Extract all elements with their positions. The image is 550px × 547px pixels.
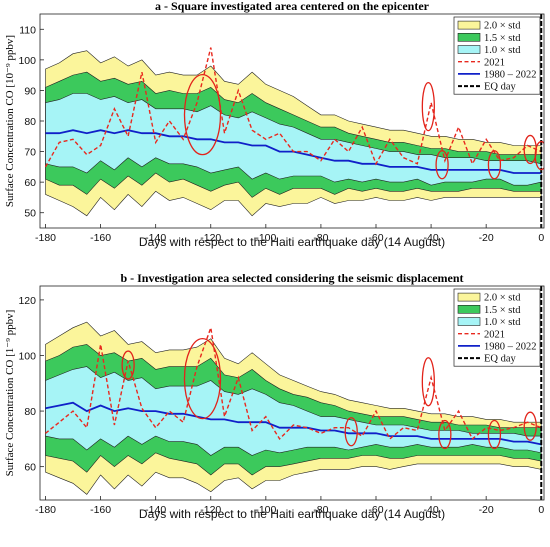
- highlight-ellipse: [487, 150, 502, 180]
- x-axis-label: Days with respect to the Haiti earthquak…: [139, 507, 445, 521]
- legend-label: 1.5 × std: [484, 33, 521, 44]
- highlight-ellipse: [438, 419, 452, 450]
- series-2021-line: [45, 327, 542, 441]
- chart-b-svg: b - Investigation area selected consider…: [4, 271, 545, 521]
- chart-title: b - Investigation area selected consider…: [120, 272, 463, 285]
- highlight-ellipse: [487, 419, 502, 450]
- series-mean-line: [45, 401, 542, 446]
- x-tick-label: -100: [255, 504, 276, 516]
- legend-label: 1980 – 2022: [484, 342, 537, 353]
- legend-box: [453, 16, 541, 95]
- x-tick-label: -140: [145, 504, 166, 516]
- y-tick-label: 80: [24, 116, 36, 128]
- legend-swatch: [457, 292, 481, 302]
- legend-label: 2021: [484, 329, 505, 340]
- y-tick-label: 100: [18, 55, 36, 67]
- legend-label: 2021: [484, 57, 505, 68]
- highlight-ellipse: [421, 357, 435, 407]
- y-axis-label: Surface Concentration CO [10⁻⁹ ppbv]: [4, 35, 16, 207]
- x-tick-label: -40: [423, 504, 438, 516]
- x-tick-label: -120: [200, 232, 221, 244]
- legend-swatch: [457, 20, 481, 30]
- x-tick-label: -160: [90, 232, 111, 244]
- x-tick-label: -80: [313, 504, 328, 516]
- y-tick-label: 60: [24, 462, 36, 474]
- chart-panel-a: a - Square investigated area centered on…: [0, 0, 550, 270]
- highlight-ellipse: [121, 350, 135, 380]
- y-tick-label: 110: [19, 24, 36, 36]
- x-tick-label: -140: [145, 232, 166, 244]
- highlight-ellipse: [421, 82, 435, 132]
- x-tick-label: -180: [35, 504, 56, 516]
- legend-box: [453, 288, 541, 367]
- highlight-ellipse: [523, 411, 537, 441]
- legend-label: EQ day: [484, 82, 517, 93]
- chart-a-svg: a - Square investigated area centered on…: [4, 0, 545, 249]
- plot-area: [45, 286, 543, 500]
- band-1std: [45, 366, 542, 456]
- series-2021-line: [44, 47, 542, 168]
- x-tick-label: -60: [368, 504, 383, 516]
- legend-label: 2.0 × std: [484, 293, 521, 304]
- x-tick-label: -60: [368, 232, 383, 244]
- legend-label: 1.0 × std: [484, 45, 521, 56]
- x-tick-label: -20: [479, 504, 494, 516]
- y-tick-label: 90: [24, 85, 36, 97]
- legend-swatch: [457, 32, 481, 42]
- chart-title: a - Square investigated area centered on…: [155, 0, 430, 13]
- legend-label: 1980 – 2022: [484, 70, 537, 81]
- y-tick-label: 120: [18, 295, 36, 307]
- x-tick-label: -180: [35, 232, 56, 244]
- x-axis-label: Days with respect to the Haiti earthquak…: [139, 235, 445, 249]
- y-axis-label: Surface Concentration CO [1⁻⁹ ppbv]: [4, 310, 16, 477]
- x-tick-label: -80: [313, 232, 328, 244]
- highlight-ellipse: [534, 140, 544, 171]
- legend-swatch: [457, 45, 481, 54]
- y-tick-label: 50: [24, 208, 36, 220]
- highlight-ellipse: [183, 337, 222, 420]
- y-tick-label: 100: [18, 350, 36, 362]
- legend-swatch: [457, 304, 481, 314]
- legend-label: EQ day: [484, 354, 517, 365]
- y-tick-label: 60: [24, 177, 36, 189]
- plot-frame: [39, 285, 545, 501]
- x-tick-label: 0: [538, 232, 544, 244]
- legend-label: 1.0 × std: [484, 317, 521, 328]
- y-tick-label: 80: [24, 406, 36, 418]
- x-tick-label: 0: [538, 504, 544, 516]
- legend-label: 1.5 × std: [484, 305, 521, 316]
- highlight-ellipse: [435, 150, 449, 180]
- x-tick-label: -40: [423, 232, 438, 244]
- chart-panel-b: b - Investigation area selected consider…: [0, 271, 550, 542]
- plot-area: [44, 14, 544, 228]
- highlight-ellipse: [344, 417, 358, 447]
- x-tick-label: -120: [200, 504, 221, 516]
- x-tick-label: -100: [255, 232, 276, 244]
- legend-swatch: [457, 317, 481, 326]
- x-tick-label: -20: [479, 232, 494, 244]
- legend-label: 2.0 × std: [484, 21, 521, 32]
- x-tick-label: -160: [90, 504, 111, 516]
- highlight-ellipse: [183, 74, 222, 156]
- y-tick-label: 70: [24, 147, 36, 159]
